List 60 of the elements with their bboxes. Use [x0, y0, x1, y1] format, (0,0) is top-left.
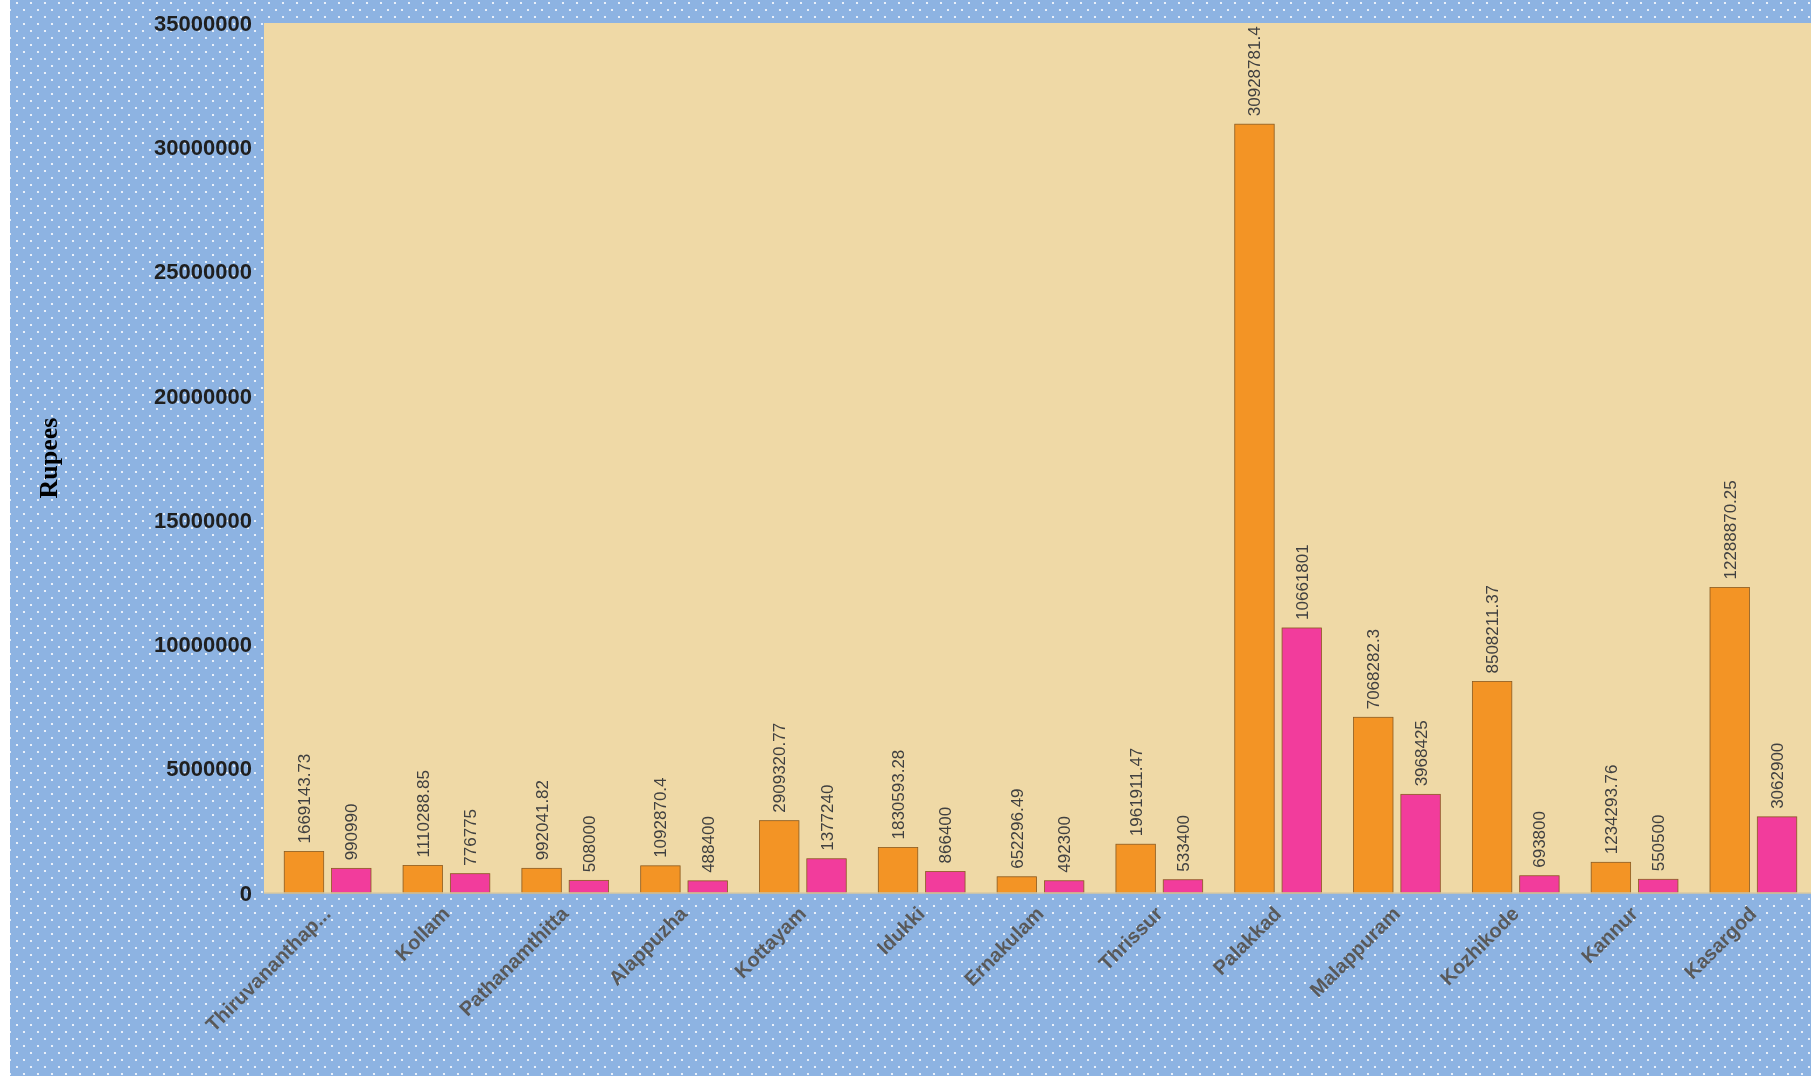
- data-label: 866400: [936, 806, 956, 864]
- data-label: 1110288.85: [413, 770, 433, 858]
- bar: [1162, 879, 1204, 894]
- data-label: 990990: [342, 803, 362, 861]
- data-label: 12288870.25: [1720, 480, 1740, 580]
- data-label: 1092870.4: [651, 777, 671, 858]
- bar: [806, 858, 847, 894]
- y-tick-label: 20000000: [154, 383, 252, 409]
- data-label: 10661801: [1292, 544, 1312, 620]
- y-tick-label: 30000000: [154, 134, 252, 160]
- bar: [1234, 123, 1275, 894]
- y-tick-label: 5000000: [166, 756, 252, 782]
- data-label: 533400: [1173, 815, 1193, 872]
- bar: [687, 880, 728, 894]
- y-tick-label: 10000000: [154, 632, 252, 658]
- data-label: 508000: [579, 815, 599, 873]
- data-label: 693800: [1530, 811, 1550, 868]
- data-label: 1961911.47: [1126, 747, 1146, 837]
- bar: [521, 867, 562, 894]
- bar: [1115, 843, 1156, 894]
- data-label: 3968425: [1411, 720, 1431, 787]
- y-tick-label: 15000000: [154, 507, 252, 533]
- data-label: 1830593.28: [889, 749, 909, 840]
- bar: [759, 820, 800, 894]
- bar: [1400, 793, 1441, 894]
- bar: [1353, 716, 1394, 894]
- data-label: 492300: [1055, 816, 1075, 873]
- data-label: 652296.49: [1007, 788, 1027, 869]
- bar: [925, 871, 966, 894]
- data-label: 7068282.3: [1364, 628, 1384, 710]
- data-label: 776775: [461, 808, 481, 866]
- data-label: 3062900: [1768, 742, 1788, 809]
- bar: [1756, 816, 1798, 894]
- y-tick-label: 0: [239, 880, 252, 906]
- bar: [640, 865, 681, 894]
- bar: [449, 873, 491, 894]
- y-tick-label: 35000000: [154, 10, 252, 36]
- bar: [1709, 587, 1750, 894]
- data-label: 488400: [698, 816, 718, 873]
- data-label: 1377240: [817, 784, 837, 851]
- bar: [283, 851, 325, 894]
- bar: [331, 867, 372, 894]
- bar: [1590, 861, 1632, 894]
- y-tick-label: 25000000: [154, 259, 252, 285]
- bar: [1044, 880, 1085, 894]
- data-label: 1234293.76: [1601, 764, 1621, 855]
- data-label: 30928781.4: [1245, 26, 1265, 117]
- bar: [996, 876, 1037, 894]
- bar: [877, 847, 919, 894]
- bar: [1281, 627, 1322, 894]
- data-label: 992041.82: [532, 779, 552, 861]
- data-label: 8508211.37: [1483, 584, 1503, 674]
- bar: [1638, 878, 1679, 894]
- y-axis-title: Rupees: [34, 417, 63, 499]
- bar: [1519, 875, 1560, 894]
- bar: [1471, 681, 1513, 894]
- bar: [402, 865, 443, 894]
- data-label: 1669143.73: [294, 753, 314, 844]
- data-label: 2909320.77: [770, 722, 790, 813]
- data-label: 550500: [1649, 814, 1669, 872]
